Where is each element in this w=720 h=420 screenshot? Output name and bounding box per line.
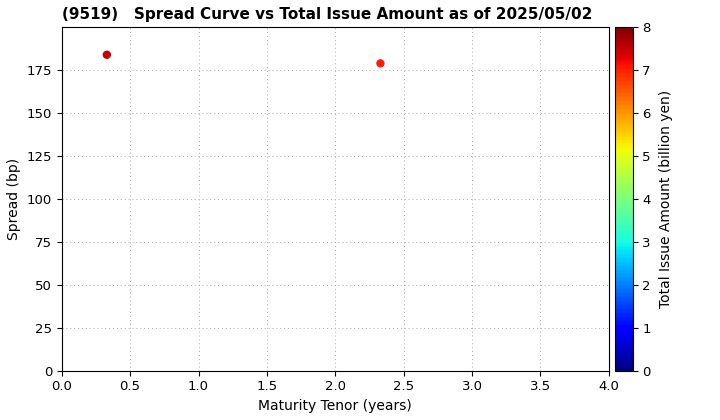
Y-axis label: Spread (bp): Spread (bp) bbox=[7, 158, 21, 240]
Text: (9519)   Spread Curve vs Total Issue Amount as of 2025/05/02: (9519) Spread Curve vs Total Issue Amoun… bbox=[62, 7, 592, 22]
Point bbox=[374, 60, 386, 67]
Y-axis label: Total Issue Amount (billion yen): Total Issue Amount (billion yen) bbox=[659, 90, 673, 308]
X-axis label: Maturity Tenor (years): Maturity Tenor (years) bbox=[258, 399, 412, 413]
Point bbox=[101, 51, 112, 58]
